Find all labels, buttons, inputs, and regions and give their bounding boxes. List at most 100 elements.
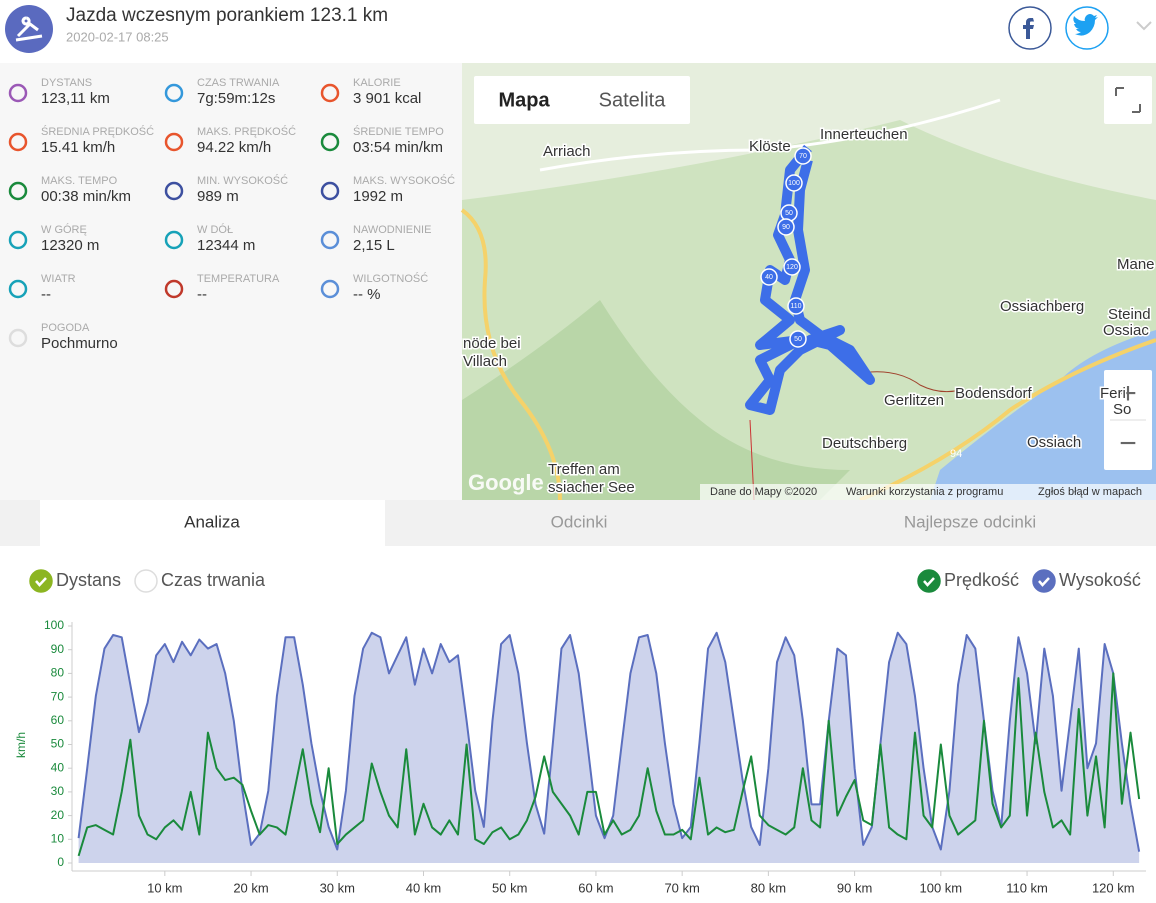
map[interactable]: Mapa Satelita + − Arriach Innerteuchen Klöste M… [460, 63, 1156, 502]
expand-chevron[interactable] [1136, 21, 1152, 31]
stat-value: 1992 m [353, 188, 403, 205]
map-place: Arriach [543, 143, 591, 160]
map-place: So [1113, 401, 1131, 418]
map-attribution[interactable]: Warunki korzystania z programu [846, 486, 1003, 498]
route-marker [760, 268, 778, 286]
stat-label: WIATR [41, 273, 76, 285]
stat-icon [320, 132, 340, 152]
active-tab[interactable] [40, 500, 385, 546]
route-marker-label: 120 [786, 264, 798, 271]
x-tick-label: 100 km [920, 880, 963, 895]
x-tick-label: 40 km [406, 880, 441, 895]
map-place: ssiacher See [548, 479, 635, 496]
attribution-bg [700, 484, 1156, 500]
stat-icon [320, 279, 340, 299]
stat-label: W DÓŁ [197, 223, 233, 236]
map-place: Steind [1108, 306, 1151, 323]
map-attribution[interactable]: Zgłoś błąd w mapach [1038, 486, 1142, 498]
toggle-check[interactable] [917, 569, 941, 593]
map-place: Klöste [749, 138, 791, 155]
y-tick-label: 60 [51, 713, 65, 727]
stat-label: CZAS TRWANIA [197, 77, 280, 89]
zoom-in[interactable]: + [1119, 377, 1137, 410]
y-tick-label: 80 [51, 666, 65, 680]
fullscreen-button[interactable] [1104, 76, 1152, 124]
route-marker [783, 258, 801, 276]
stats-panel [0, 63, 462, 500]
tab[interactable]: Analiza [184, 512, 240, 531]
y-tick-label: 30 [51, 784, 65, 798]
map-lake [930, 330, 1156, 500]
toggle-check[interactable] [29, 569, 53, 593]
y-tick-label: 20 [51, 808, 65, 822]
stat-label: W GÓRĘ [41, 223, 87, 236]
toggle-check[interactable] [134, 569, 158, 593]
route-marker-label: 40 [765, 274, 773, 281]
route-marker-label: 100 [788, 180, 800, 187]
stat-icon [320, 83, 340, 103]
toggle-label[interactable]: Czas trwania [161, 570, 266, 590]
stat-label: MIN. WYSOKOŚĆ [197, 174, 288, 187]
stat-value: 12344 m [197, 237, 255, 254]
stat-value: Pochmurno [41, 335, 118, 352]
map-place: Ossiac [1103, 322, 1149, 339]
chart: Dystans Czas trwania Prędkość Wysokość km/h 0… [14, 569, 1146, 895]
route-marker [789, 330, 807, 348]
y-tick-label: 0 [57, 855, 64, 869]
stat-label: DYSTANS [41, 77, 92, 89]
map-type-button[interactable]: Mapa [498, 89, 550, 111]
map-type-button[interactable]: Satelita [599, 89, 667, 111]
map-road [539, 98, 1001, 172]
map-place: 94 [950, 448, 962, 460]
map-place: Feri [1100, 385, 1126, 402]
stat-icon [164, 230, 184, 250]
x-tick-label: 20 km [233, 880, 268, 895]
stat-value: 15.41 km/h [41, 139, 115, 156]
stat-label: TEMPERATURA [197, 273, 280, 285]
facebook-glyph [1023, 18, 1034, 39]
date: 2020-02-17 08:25 [66, 29, 169, 44]
stat-icon [8, 328, 28, 348]
activity-glyph [15, 16, 43, 42]
x-tick-label: 90 km [837, 880, 872, 895]
check-glyph [35, 577, 47, 587]
stat-icon [8, 279, 28, 299]
map-path [869, 371, 961, 393]
stat-label: ŚREDNIA PRĘDKOŚĆ [41, 125, 154, 138]
stat-icon [8, 181, 28, 201]
x-tick-label: 60 km [578, 880, 613, 895]
legend-label[interactable]: Wysokość [1059, 570, 1141, 590]
map-place: Ossiachberg [1000, 298, 1084, 315]
stat-icon [320, 230, 340, 250]
tab[interactable]: Odcinki [551, 512, 608, 531]
stat-value: 00:38 min/km [41, 188, 131, 205]
stat-value: -- % [353, 286, 381, 303]
toggle-label[interactable]: Dystans [56, 570, 121, 590]
stat-value: 12320 m [41, 237, 99, 254]
zoom-out[interactable]: − [1119, 427, 1137, 460]
map-place: Bodensdorf [955, 385, 1033, 402]
map-forest [462, 300, 850, 500]
y-tick-label: 10 [51, 831, 65, 845]
map-place: Ossiach [1027, 434, 1081, 451]
route-marker-label: 110 [790, 303, 801, 310]
y-tick-label: 70 [51, 689, 65, 703]
speed-line [77, 672, 1141, 857]
tab[interactable]: Najlepsze odcinki [904, 512, 1036, 531]
stat-value: 123,11 km [41, 90, 110, 107]
activity-icon [5, 5, 53, 53]
stat-icon [8, 132, 28, 152]
toggle-check[interactable] [1032, 569, 1056, 593]
route-marker [777, 218, 795, 236]
y-axis-label: km/h [14, 732, 28, 758]
stat-value: 03:54 min/km [353, 139, 443, 156]
y-tick-label: 50 [51, 737, 65, 751]
legend-label[interactable]: Prędkość [944, 570, 1019, 590]
x-tick-label: 110 km [1006, 880, 1048, 895]
map-place: Mane [1117, 256, 1155, 273]
stat-value: 94.22 km/h [197, 139, 271, 156]
stat-label: POGODA [41, 322, 90, 334]
route-marker-label: 70 [799, 153, 807, 160]
